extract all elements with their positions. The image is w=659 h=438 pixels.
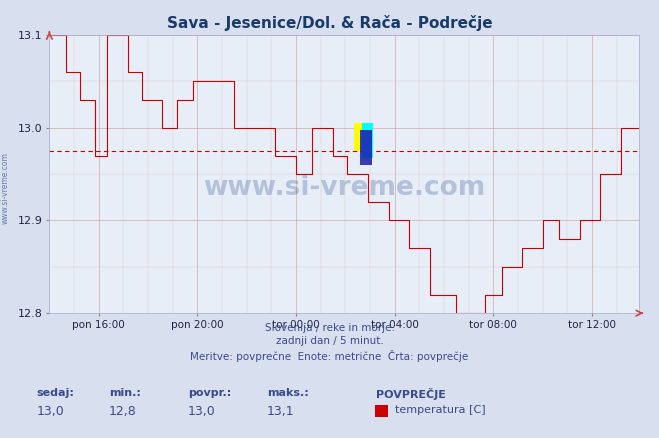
Text: POVPREČJE: POVPREČJE xyxy=(376,388,445,399)
Bar xyxy=(362,123,373,158)
Text: www.si-vreme.com: www.si-vreme.com xyxy=(203,175,486,201)
Text: Sava - Jesenice/Dol. & Rača - Podrečje: Sava - Jesenice/Dol. & Rača - Podrečje xyxy=(167,15,492,32)
Text: www.si-vreme.com: www.si-vreme.com xyxy=(1,152,10,224)
Text: Meritve: povprečne  Enote: metrične  Črta: povprečje: Meritve: povprečne Enote: metrične Črta:… xyxy=(190,350,469,361)
Bar xyxy=(354,123,366,151)
Text: zadnji dan / 5 minut.: zadnji dan / 5 minut. xyxy=(275,336,384,346)
Bar xyxy=(360,130,372,165)
Text: Slovenija / reke in morje.: Slovenija / reke in morje. xyxy=(264,323,395,333)
Text: 13,0: 13,0 xyxy=(188,405,215,418)
Text: maks.:: maks.: xyxy=(267,388,308,398)
Text: 12,8: 12,8 xyxy=(109,405,136,418)
Text: min.:: min.: xyxy=(109,388,140,398)
Text: povpr.:: povpr.: xyxy=(188,388,231,398)
Text: 13,0: 13,0 xyxy=(36,405,64,418)
Text: sedaj:: sedaj: xyxy=(36,388,74,398)
Text: 13,1: 13,1 xyxy=(267,405,295,418)
Text: temperatura [C]: temperatura [C] xyxy=(395,405,486,415)
